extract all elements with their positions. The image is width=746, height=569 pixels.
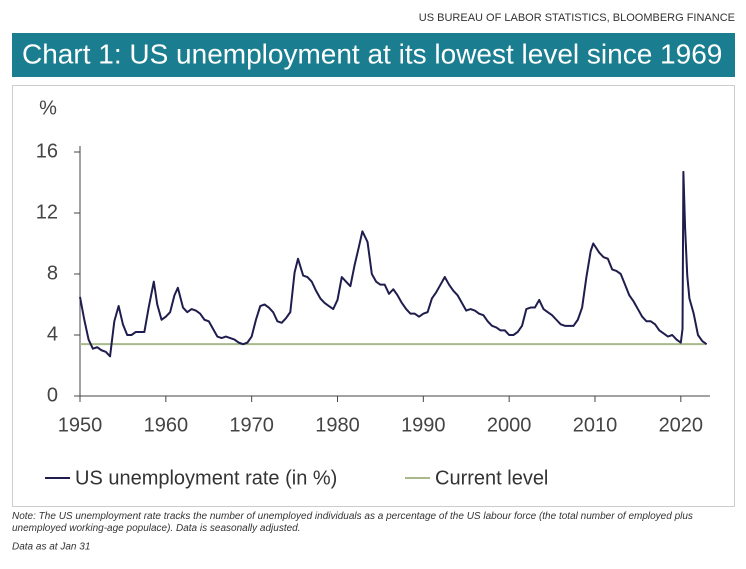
x-tick-label: 1980 [315,414,360,436]
x-tick-label: 2010 [573,414,618,436]
x-tick-label: 2000 [487,414,532,436]
chart-title: Chart 1: US unemployment at its lowest l… [22,38,722,69]
y-tick-label: 8 [47,262,58,284]
y-axis-label: % [39,97,57,119]
y-tick-label: 16 [36,140,58,162]
x-tick-label: 1960 [144,414,189,436]
series-line [79,170,708,358]
x-tick-label: 1990 [401,414,446,436]
note: Note: The US unemployment rate tracks th… [12,511,693,534]
source: US BUREAU OF LABOR STATISTICS, BLOOMBERG… [419,12,735,24]
legend-label: US unemployment rate (in %) [75,467,337,489]
x-tick-label: 1970 [229,414,274,436]
y-tick-label: 0 [47,384,58,406]
y-tick-label: 12 [36,201,58,223]
title-banner [12,33,735,77]
y-tick-label: 4 [47,323,58,345]
date-note: Data as at Jan 31 [12,542,90,553]
x-tick-label: 1950 [58,414,103,436]
x-tick-label: 2020 [659,414,704,436]
chart-frame [12,85,735,507]
legend-label: Current level [435,467,548,489]
